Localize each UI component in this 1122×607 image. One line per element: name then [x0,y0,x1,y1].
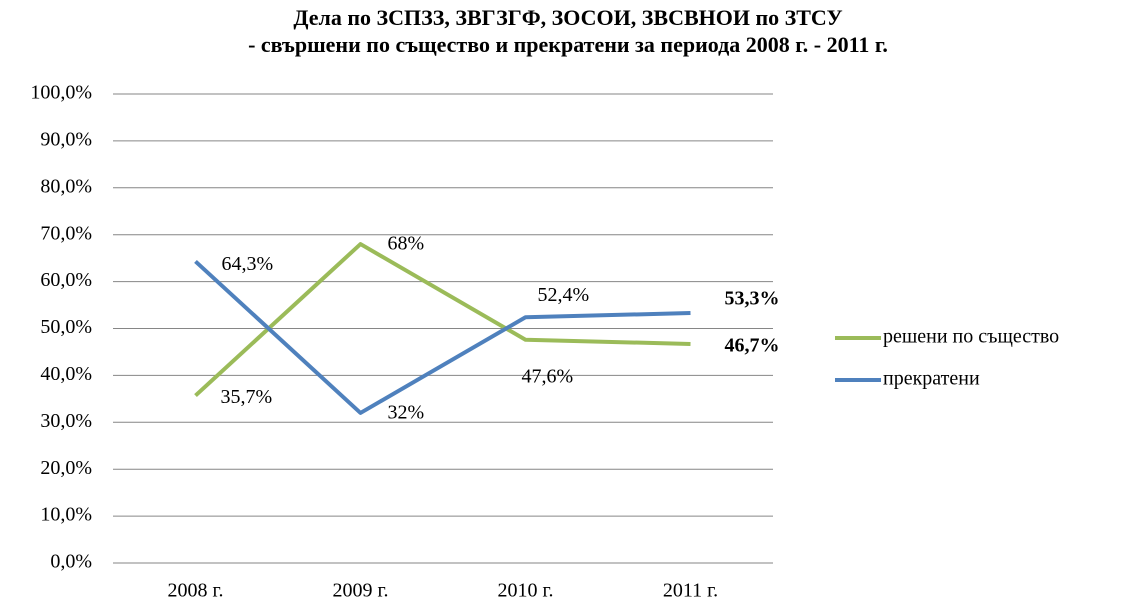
data-label: 47,6% [522,365,574,387]
data-label: 35,7% [221,386,273,408]
chart-title: - свършени по същество и прекратени за п… [248,32,888,57]
series-line [194,259,691,415]
data-label: 68% [388,233,425,255]
y-tick-label: 100,0% [30,82,92,104]
chart-title: Дела по ЗСПЗЗ, ЗВГЗГФ, ЗОСОИ, ЗВСВНОИ по… [293,5,842,30]
data-label: 52,4% [538,284,590,306]
y-tick-label: 90,0% [40,128,92,150]
y-tick-label: 30,0% [40,410,92,432]
y-tick-label: 40,0% [40,363,92,385]
y-tick-label: 0,0% [50,551,92,573]
x-tick-label: 2011 г. [663,580,718,602]
x-tick-label: 2009 г. [333,580,389,602]
y-tick-label: 80,0% [40,175,92,197]
legend-label: решени по същество [883,326,1059,348]
y-tick-label: 60,0% [40,269,92,291]
y-tick-label: 50,0% [40,316,92,338]
legend-label: прекратени [883,368,980,390]
y-tick-label: 70,0% [40,222,92,244]
y-tick-label: 10,0% [40,504,92,526]
y-tick-label: 20,0% [40,457,92,479]
x-tick-label: 2008 г. [168,580,224,602]
data-label: 53,3% [725,288,780,310]
x-tick-label: 2010 г. [498,580,554,602]
series-line [194,242,691,398]
data-label: 46,7% [725,335,780,357]
data-label: 32% [388,402,425,424]
data-label: 64,3% [222,253,274,275]
